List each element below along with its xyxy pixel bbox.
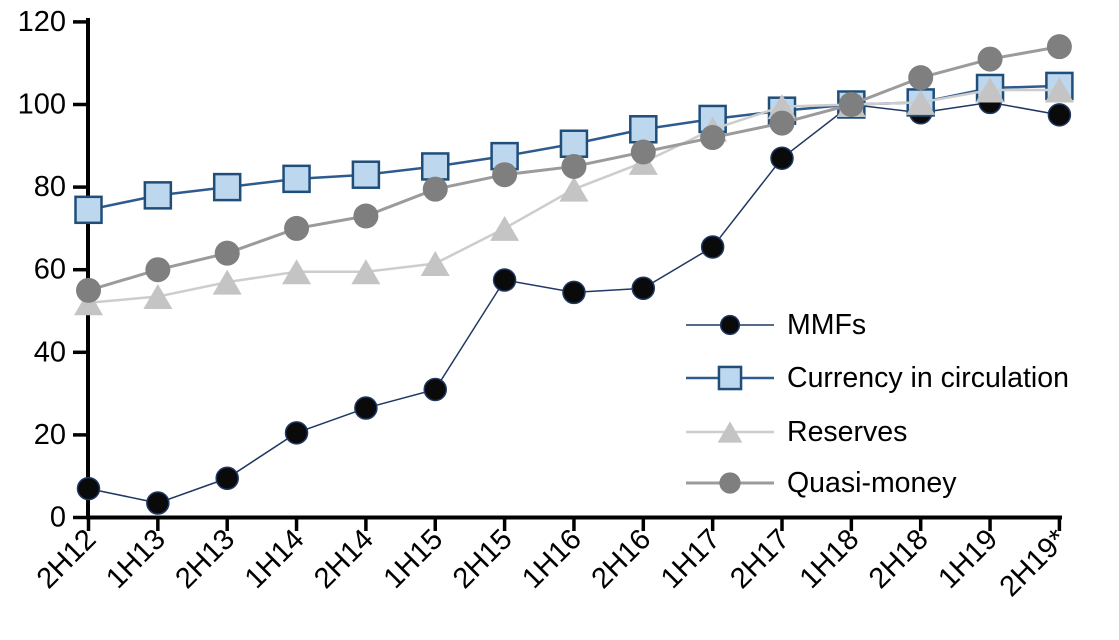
legend-marker-mmfs xyxy=(719,314,741,336)
series-currency-in-circulation-marker xyxy=(351,160,381,189)
x-tick-label: 2H13 xyxy=(169,523,241,595)
series-currency-in-circulation-marker xyxy=(421,152,450,181)
x-tick-label: 2H17 xyxy=(724,523,796,595)
series-currency-in-circulation-marker xyxy=(212,172,242,202)
y-tick-label: 40 xyxy=(34,336,66,368)
series-quasi-money-marker xyxy=(492,162,518,188)
legend-label-quasi-money: Quasi-money xyxy=(787,467,957,499)
series-mmfs-marker xyxy=(354,396,378,420)
series-quasi-money-marker xyxy=(1046,34,1072,60)
x-tick-label: 1H16 xyxy=(516,523,588,595)
series-quasi-money-marker xyxy=(630,139,656,165)
y-tick-label: 60 xyxy=(34,254,66,286)
x-tick-label: 2H18 xyxy=(863,523,935,595)
series-mmfs-marker xyxy=(1047,103,1072,127)
series-quasi-money-marker xyxy=(214,240,240,266)
series-reserves-marker xyxy=(282,259,312,285)
x-tick-label: 2H19* xyxy=(994,523,1074,603)
series-currency-in-circulation-marker xyxy=(629,115,658,144)
legend-label-reserves: Reserves xyxy=(787,416,907,448)
series-mmfs-marker xyxy=(76,476,101,501)
x-tick-label: 2H15 xyxy=(447,523,519,595)
series-reserves-marker xyxy=(351,259,381,285)
series-quasi-money-marker xyxy=(561,153,587,179)
series-mmfs-marker xyxy=(146,491,170,515)
y-tick-label: 0 xyxy=(50,502,66,534)
series-reserves-marker xyxy=(767,94,797,120)
series-quasi-money-marker xyxy=(353,203,379,229)
y-tick-label: 80 xyxy=(34,171,66,203)
series-mmfs-marker xyxy=(631,276,656,301)
x-tick-label: 1H13 xyxy=(100,523,172,595)
x-tick-label: 1H17 xyxy=(655,523,727,595)
series-reserves-marker xyxy=(212,269,242,295)
series-quasi-money-marker xyxy=(145,257,171,283)
series-mmfs-marker xyxy=(700,235,725,259)
legend-label-mmfs: MMFs xyxy=(787,309,866,341)
series-mmfs-marker xyxy=(215,466,239,491)
series-quasi-money-marker xyxy=(422,176,448,202)
series-reserves-marker xyxy=(906,89,936,115)
x-tick-label: 2H16 xyxy=(586,523,658,595)
series-quasi-money-marker xyxy=(700,125,726,151)
x-tick-label: 1H15 xyxy=(378,523,450,595)
series-currency-in-circulation-marker xyxy=(282,164,311,194)
series-reserves-marker xyxy=(559,176,589,202)
series-mmfs-marker xyxy=(423,377,447,402)
series-reserves-marker xyxy=(143,284,173,310)
series-reserves-marker xyxy=(1044,77,1074,103)
legend-marker-reserves xyxy=(717,421,743,443)
series-reserves-marker xyxy=(975,77,1005,103)
legend-label-currency-in-circulation: Currency in circulation xyxy=(787,362,1069,394)
y-tick-label: 20 xyxy=(34,419,66,451)
series-quasi-money-marker xyxy=(769,110,795,136)
series-quasi-money-marker xyxy=(284,215,310,241)
legend-marker-quasi-money xyxy=(719,472,741,494)
x-tick-label: 1H14 xyxy=(239,523,311,595)
series-mmfs-marker xyxy=(770,146,794,170)
series-currency-in-circulation-marker xyxy=(74,195,103,225)
series-quasi-money-marker xyxy=(76,277,101,303)
series-quasi-money-marker xyxy=(838,92,864,117)
y-tick-label: 120 xyxy=(18,6,66,38)
series-quasi-money-marker xyxy=(908,65,934,91)
series-mmfs-marker xyxy=(284,421,309,445)
x-tick-label: 1H19 xyxy=(932,523,1004,595)
y-tick-label: 100 xyxy=(18,89,66,121)
series-quasi-money-marker xyxy=(977,46,1003,72)
x-tick-label: 2H14 xyxy=(308,523,380,595)
legend-marker-currency-in-circulation xyxy=(717,365,743,391)
series-reserves-marker xyxy=(490,215,520,241)
x-tick-label: 2H12 xyxy=(31,523,103,595)
series-reserves-marker xyxy=(420,251,450,277)
series-currency-in-circulation-marker xyxy=(559,129,589,158)
series-currency-in-circulation-marker xyxy=(143,181,173,210)
series-mmfs-marker xyxy=(562,280,586,305)
series-mmfs-marker xyxy=(492,268,517,292)
x-tick-label: 1H18 xyxy=(794,523,866,595)
